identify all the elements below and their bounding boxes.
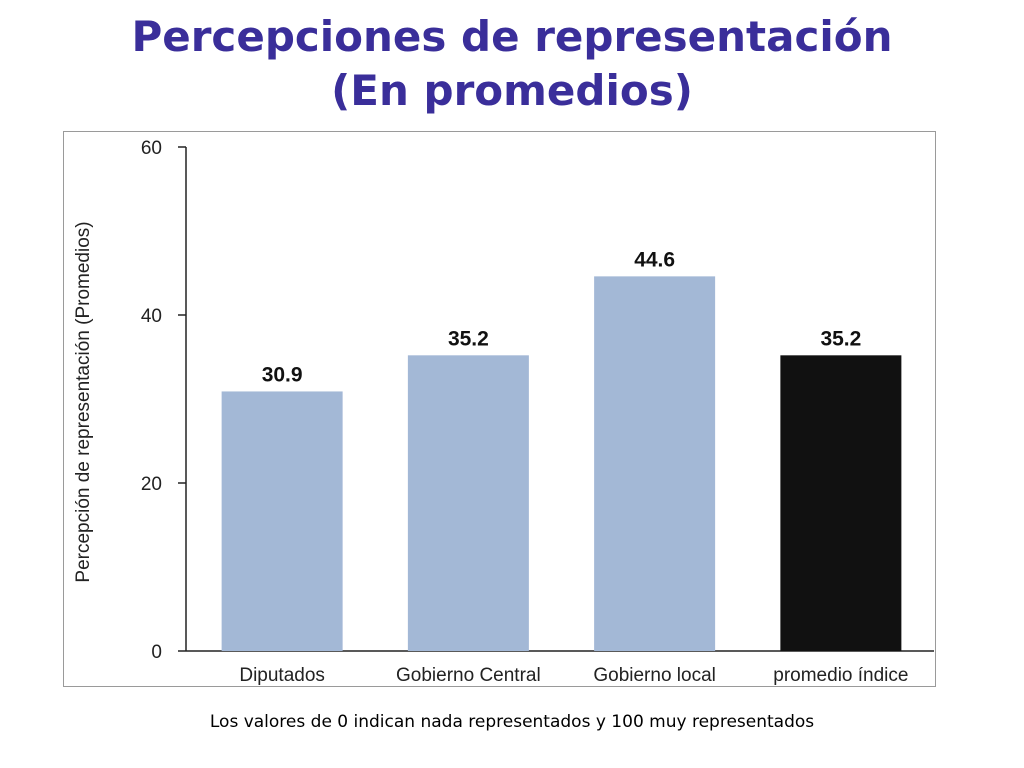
slide-title-line1: Percepciones de representación <box>131 12 893 61</box>
footnote: Los valores de 0 indican nada representa… <box>209 712 815 732</box>
category-label: Gobierno local <box>593 665 716 686</box>
bar-chart: Percepción de representación (Promedios)… <box>73 138 934 686</box>
slide-title-line2: (En promedios) <box>331 66 693 115</box>
y-tick-label: 20 <box>141 474 162 495</box>
y-tick-label: 60 <box>141 138 162 159</box>
bar-1 <box>221 391 343 651</box>
data-label: 35.2 <box>448 327 489 350</box>
category-label: promedio índice <box>773 665 908 686</box>
data-label: 35.2 <box>820 327 861 350</box>
category-label: Gobierno Central <box>396 665 541 686</box>
chart-frame: Percepción de representación (Promedios)… <box>63 131 936 687</box>
slide-title: Percepciones de representación (En prome… <box>0 10 1024 118</box>
bar-2 <box>407 355 529 651</box>
data-label: 30.9 <box>262 363 303 386</box>
data-label: 44.6 <box>634 248 675 271</box>
y-axis-label: Percepción de representación (Promedios) <box>73 221 94 582</box>
bar-3 <box>594 276 716 651</box>
category-label: Diputados <box>239 665 325 686</box>
y-tick-label: 40 <box>141 306 162 327</box>
bar-4 <box>780 355 902 651</box>
y-tick-label: 0 <box>151 642 162 663</box>
